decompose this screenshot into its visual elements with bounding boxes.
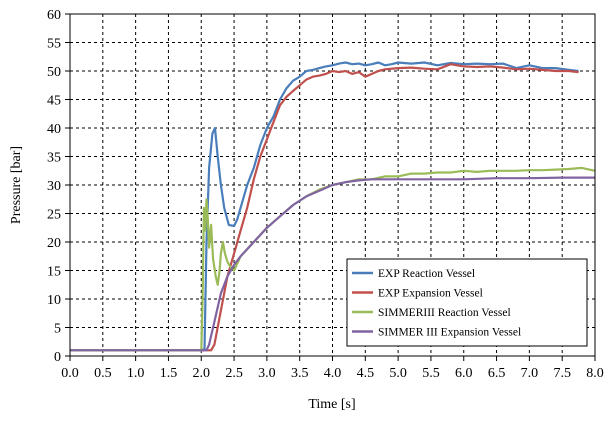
x-tick-label: 7.5 — [553, 366, 571, 381]
x-tick-label: 4.0 — [324, 366, 342, 381]
legend-label-2: EXP Expansion Vessel — [378, 288, 483, 300]
series-lines — [70, 61, 596, 352]
y-tick-label: 40 — [47, 122, 61, 137]
x-tick-label: 1.0 — [127, 366, 145, 381]
x-axis-title: Time [s] — [308, 397, 355, 412]
x-tick-label: 3.0 — [258, 366, 276, 381]
x-tick-label: 5.5 — [422, 366, 440, 381]
x-tick-label: 6.5 — [488, 366, 506, 381]
x-tick-label: 2.5 — [225, 366, 243, 381]
y-tick-label: 45 — [47, 94, 61, 109]
x-tick-label: 2.0 — [193, 366, 211, 381]
y-tick-label: 5 — [54, 322, 61, 337]
series-line-4 — [70, 176, 595, 352]
legend-label-4: SIMMER III Expansion Vessel — [378, 327, 521, 339]
y-tick-label: 35 — [47, 151, 61, 166]
x-tick-label: 6.0 — [455, 366, 473, 381]
series-line-1 — [70, 61, 579, 352]
series-line-2 — [70, 63, 579, 352]
y-tick-label: 55 — [47, 37, 61, 52]
x-tick-label: 7.0 — [521, 366, 539, 381]
legend-label-3: SIMMERIII Reaction Vessel — [378, 307, 511, 319]
x-tick-label: 3.5 — [291, 366, 309, 381]
y-tick-label: 50 — [47, 65, 61, 80]
legend-box — [346, 258, 588, 347]
x-tick-label: 0.5 — [94, 366, 112, 381]
y-tick-label: 30 — [47, 179, 61, 194]
x-tick-label: 4.5 — [357, 366, 375, 381]
x-tick-label: 1.5 — [160, 366, 178, 381]
legend-label-1: EXP Reaction Vessel — [378, 268, 475, 280]
y-tick-label: 20 — [47, 236, 61, 251]
legend: EXP Reaction Vessel EXP Expansion Vessel S… — [346, 258, 588, 347]
y-tick-label: 25 — [47, 208, 61, 223]
y-axis-title: Pressure [bar] — [9, 146, 24, 224]
y-tick-label: 60 — [47, 8, 61, 23]
y-tick-label: 15 — [47, 265, 61, 280]
y-tick-label: 10 — [47, 293, 61, 308]
axes: 0.0 0.5 1.0 1.5 2.0 2.5 3.0 3.5 4.0 4.5 5.0 5.5 6.0 6… — [47, 8, 604, 381]
y-tick-label: 0 — [54, 350, 61, 365]
x-tick-label: 5.0 — [389, 366, 407, 381]
x-tick-label: 0.0 — [61, 366, 79, 381]
x-tick-label: 8.0 — [586, 366, 604, 381]
